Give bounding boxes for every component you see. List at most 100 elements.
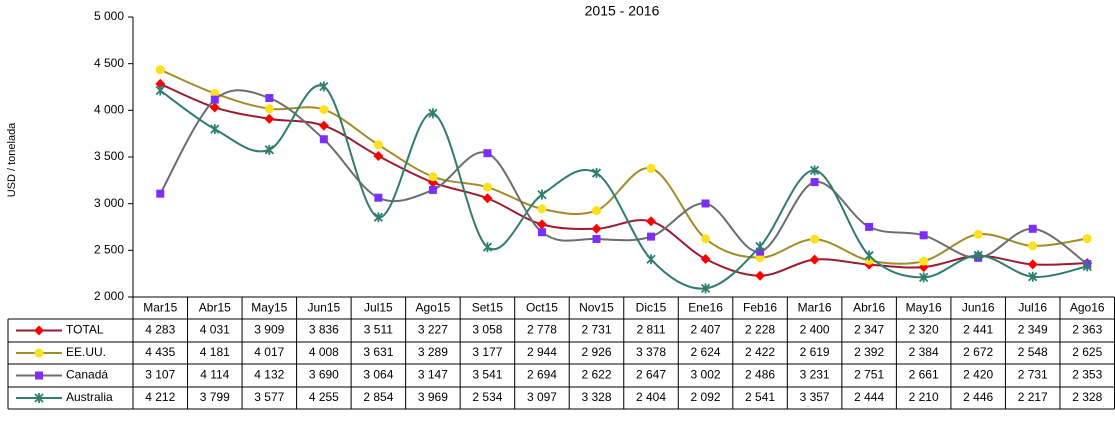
marker <box>156 189 165 198</box>
table-value: 2 347 <box>854 323 884 337</box>
table-value: 2 353 <box>1072 368 1102 382</box>
marker <box>700 254 711 265</box>
marker <box>1028 224 1037 233</box>
table-value: 2 647 <box>636 368 666 382</box>
table-value: 3 836 <box>309 323 339 337</box>
marker <box>537 228 546 237</box>
table-value: 3 097 <box>527 390 557 404</box>
table-value: 3 064 <box>363 368 393 382</box>
table-value: 2 548 <box>1018 345 1048 359</box>
legend-label: Australia <box>66 390 113 404</box>
series-line <box>159 84 1088 290</box>
marker <box>210 95 219 104</box>
marker <box>865 222 874 231</box>
marker <box>591 206 601 216</box>
table-value: 3 969 <box>418 390 448 404</box>
marker <box>919 231 928 240</box>
x-tick-label: Ago16 <box>1070 301 1105 315</box>
table-value: 2 328 <box>1072 390 1102 404</box>
table-value: 3 289 <box>418 345 448 359</box>
y-tick-label: 4 000 <box>94 103 124 117</box>
marker <box>1028 271 1038 282</box>
marker <box>919 256 929 266</box>
table-value: 2 092 <box>691 390 721 404</box>
x-tick-label: Abr15 <box>199 301 231 315</box>
table-value: 2 731 <box>581 323 611 337</box>
table-value: 3 511 <box>364 323 393 337</box>
x-tick-label: Jun15 <box>307 301 340 315</box>
marker <box>701 199 710 208</box>
marker <box>646 254 656 265</box>
marker <box>591 223 602 234</box>
legend-label: Canadá <box>66 368 108 382</box>
table-value: 4 114 <box>200 368 229 382</box>
table-value: 3 909 <box>254 323 284 337</box>
marker <box>34 348 44 358</box>
marker <box>756 247 765 256</box>
table-value: 3 058 <box>472 323 502 337</box>
table-value: 2 384 <box>909 345 939 359</box>
x-tick-label: Oct15 <box>526 301 558 315</box>
marker <box>591 168 602 179</box>
marker <box>973 229 983 239</box>
y-tick-label: 2 500 <box>94 243 124 257</box>
marker <box>592 234 601 243</box>
marker <box>34 393 44 403</box>
table-value: 2 811 <box>636 323 665 337</box>
marker <box>373 212 384 223</box>
marker <box>1027 259 1038 270</box>
marker <box>537 204 547 214</box>
x-tick-label: Abr16 <box>853 301 885 315</box>
marker <box>428 108 438 119</box>
marker <box>319 135 328 144</box>
table-value: 2 444 <box>854 390 884 404</box>
table-value: 3 328 <box>581 390 611 404</box>
marker <box>864 250 874 261</box>
table-value: 2 363 <box>1072 323 1102 337</box>
table-value: 2 392 <box>854 345 884 359</box>
series-line <box>159 68 1088 265</box>
marker <box>809 165 820 176</box>
table-value: 2 210 <box>909 390 939 404</box>
table-value: 2 751 <box>854 368 884 382</box>
marker <box>318 120 329 131</box>
marker <box>482 182 492 192</box>
marker <box>210 124 220 135</box>
y-axis-label: USD / tonelada <box>6 122 18 197</box>
marker <box>264 144 274 155</box>
table-value: 2 624 <box>691 345 721 359</box>
table-value: 2 420 <box>963 368 993 382</box>
x-tick-label: Ago15 <box>416 301 451 315</box>
table-value: 4 181 <box>200 345 230 359</box>
marker <box>755 241 765 252</box>
legend-label: TOTAL <box>66 323 104 337</box>
marker <box>647 232 656 241</box>
table-value: 2 534 <box>472 390 502 404</box>
marker <box>482 242 493 253</box>
marker <box>646 216 657 227</box>
x-tick-label: Nov15 <box>579 301 614 315</box>
marker <box>809 254 820 265</box>
table-value: 2 422 <box>745 345 775 359</box>
marker <box>319 105 329 115</box>
table-value: 3 002 <box>691 368 721 382</box>
table-value: 2 854 <box>363 390 393 404</box>
x-tick-label: Mar15 <box>143 301 177 315</box>
x-tick-label: Ene16 <box>688 301 723 315</box>
y-tick-label: 3 500 <box>94 149 124 163</box>
marker <box>700 283 711 294</box>
marker <box>34 325 44 336</box>
marker <box>209 102 220 113</box>
y-tick-label: 4 500 <box>94 56 124 70</box>
table-value: 3 107 <box>145 368 175 382</box>
marker <box>155 85 165 96</box>
table-value: 3 690 <box>309 368 339 382</box>
table-value: 3 227 <box>418 323 448 337</box>
table-value: 4 435 <box>145 345 175 359</box>
marker <box>755 270 766 281</box>
table-value: 3 577 <box>254 390 284 404</box>
table-value: 4 255 <box>309 390 339 404</box>
x-tick-label: Jun16 <box>962 301 995 315</box>
table-value: 2 694 <box>527 368 557 382</box>
table-value: 2 217 <box>1018 390 1048 404</box>
